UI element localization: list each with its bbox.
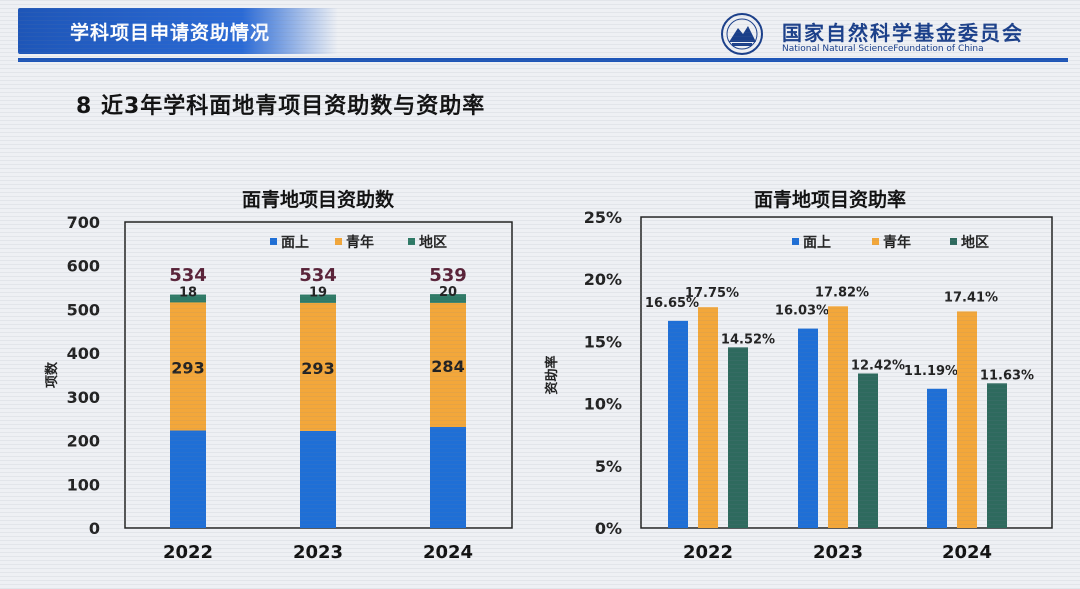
y-tick-label: 20% — [584, 270, 622, 289]
legend-label: 青年 — [883, 234, 911, 251]
x-tick-label: 2024 — [942, 542, 992, 563]
bar-segment — [300, 302, 336, 431]
y-tick-label: 15% — [584, 332, 622, 351]
bar — [957, 311, 977, 528]
header-divider — [18, 58, 1068, 62]
org-name-cn: 国家自然科学基金委员会 — [782, 21, 1024, 45]
bar-segment — [430, 427, 466, 528]
legend-swatch — [872, 238, 879, 245]
legend-swatch — [792, 238, 799, 245]
bar — [858, 373, 878, 528]
x-tick-label: 2022 — [163, 542, 213, 563]
x-tick-label: 2022 — [683, 542, 733, 563]
chart-title: 面青地项目资助率 — [754, 188, 906, 211]
bar-segment — [170, 294, 206, 303]
chart-title: 面青地项目资助数 — [242, 188, 395, 211]
y-tick-label: 700 — [67, 213, 100, 232]
bar — [668, 320, 688, 528]
org-logo: 国家自然科学基金委员会 National Natural ScienceFoun… — [712, 12, 1072, 56]
bar-value-label: 12.42% — [851, 358, 905, 373]
y-tick-label: 10% — [584, 395, 622, 414]
y-axis-label: 项数 — [44, 361, 60, 388]
org-name-en: National Natural ScienceFoundation of Ch… — [782, 44, 984, 54]
bar-value-label: 293 — [171, 358, 204, 377]
y-tick-label: 300 — [67, 388, 100, 407]
y-axis-label: 资助率 — [544, 355, 560, 394]
bar-value-label: 14.52% — [721, 332, 775, 347]
bar-segment — [430, 302, 466, 428]
nsfc-seal-icon — [721, 13, 763, 55]
bar — [698, 307, 718, 528]
bar-segment — [300, 294, 336, 303]
bar — [828, 306, 848, 528]
bar-value-label: 16.03% — [775, 304, 829, 319]
x-tick-label: 2024 — [423, 542, 473, 563]
y-tick-label: 500 — [67, 300, 100, 319]
legend-label: 面上 — [281, 235, 309, 251]
y-tick-label: 100 — [67, 475, 100, 494]
bar — [798, 328, 818, 528]
legend-swatch — [950, 238, 957, 245]
legend-label: 地区 — [961, 234, 989, 251]
bar-value-label: 11.63% — [980, 368, 1034, 383]
y-tick-label: 400 — [67, 344, 100, 363]
bar-total-label: 534 — [299, 265, 337, 286]
y-tick-label: 600 — [67, 257, 100, 276]
bar — [728, 347, 748, 528]
bar-value-label: 20 — [439, 285, 457, 300]
y-tick-label: 5% — [595, 457, 622, 476]
x-tick-label: 2023 — [293, 542, 343, 563]
bar — [927, 388, 947, 528]
y-tick-label: 0% — [595, 519, 622, 538]
bar-value-label: 284 — [431, 357, 464, 376]
x-tick-label: 2023 — [813, 542, 863, 563]
slide-title: 8 近3年学科面地青项目资助数与资助率 — [76, 94, 486, 119]
bar-value-label: 16.65% — [645, 296, 699, 311]
bar-value-label: 17.41% — [944, 290, 998, 305]
bar-total-label: 534 — [169, 265, 207, 286]
section-label: 学科项目申请资助情况 — [70, 22, 271, 44]
bar-segment — [430, 294, 466, 303]
y-tick-label: 0 — [89, 519, 100, 538]
bar — [987, 383, 1007, 528]
legend-swatch — [335, 238, 342, 245]
legend-label: 地区 — [419, 234, 447, 251]
legend-label: 青年 — [346, 234, 374, 251]
legend-swatch — [270, 238, 277, 245]
bar-value-label: 19 — [309, 286, 327, 301]
bar-total-label: 539 — [429, 265, 467, 286]
bar-segment — [170, 430, 206, 528]
bar-value-label: 17.82% — [815, 285, 869, 300]
bar-value-label: 17.75% — [685, 286, 739, 301]
bar-segment — [300, 430, 336, 528]
y-tick-label: 25% — [584, 208, 622, 227]
legend-label: 面上 — [803, 235, 831, 251]
bar-value-label: 11.19% — [904, 364, 958, 379]
bar-value-label: 18 — [179, 286, 197, 301]
section-banner — [18, 8, 338, 54]
legend-swatch — [408, 238, 415, 245]
bar-value-label: 293 — [301, 359, 334, 378]
bar-segment — [170, 302, 206, 431]
y-tick-label: 200 — [67, 432, 100, 451]
funding-count-chart: 面青地项目资助数 0 100 200 300 400 500 600 700 项数 面上 青年 地区 29… — [44, 188, 513, 563]
